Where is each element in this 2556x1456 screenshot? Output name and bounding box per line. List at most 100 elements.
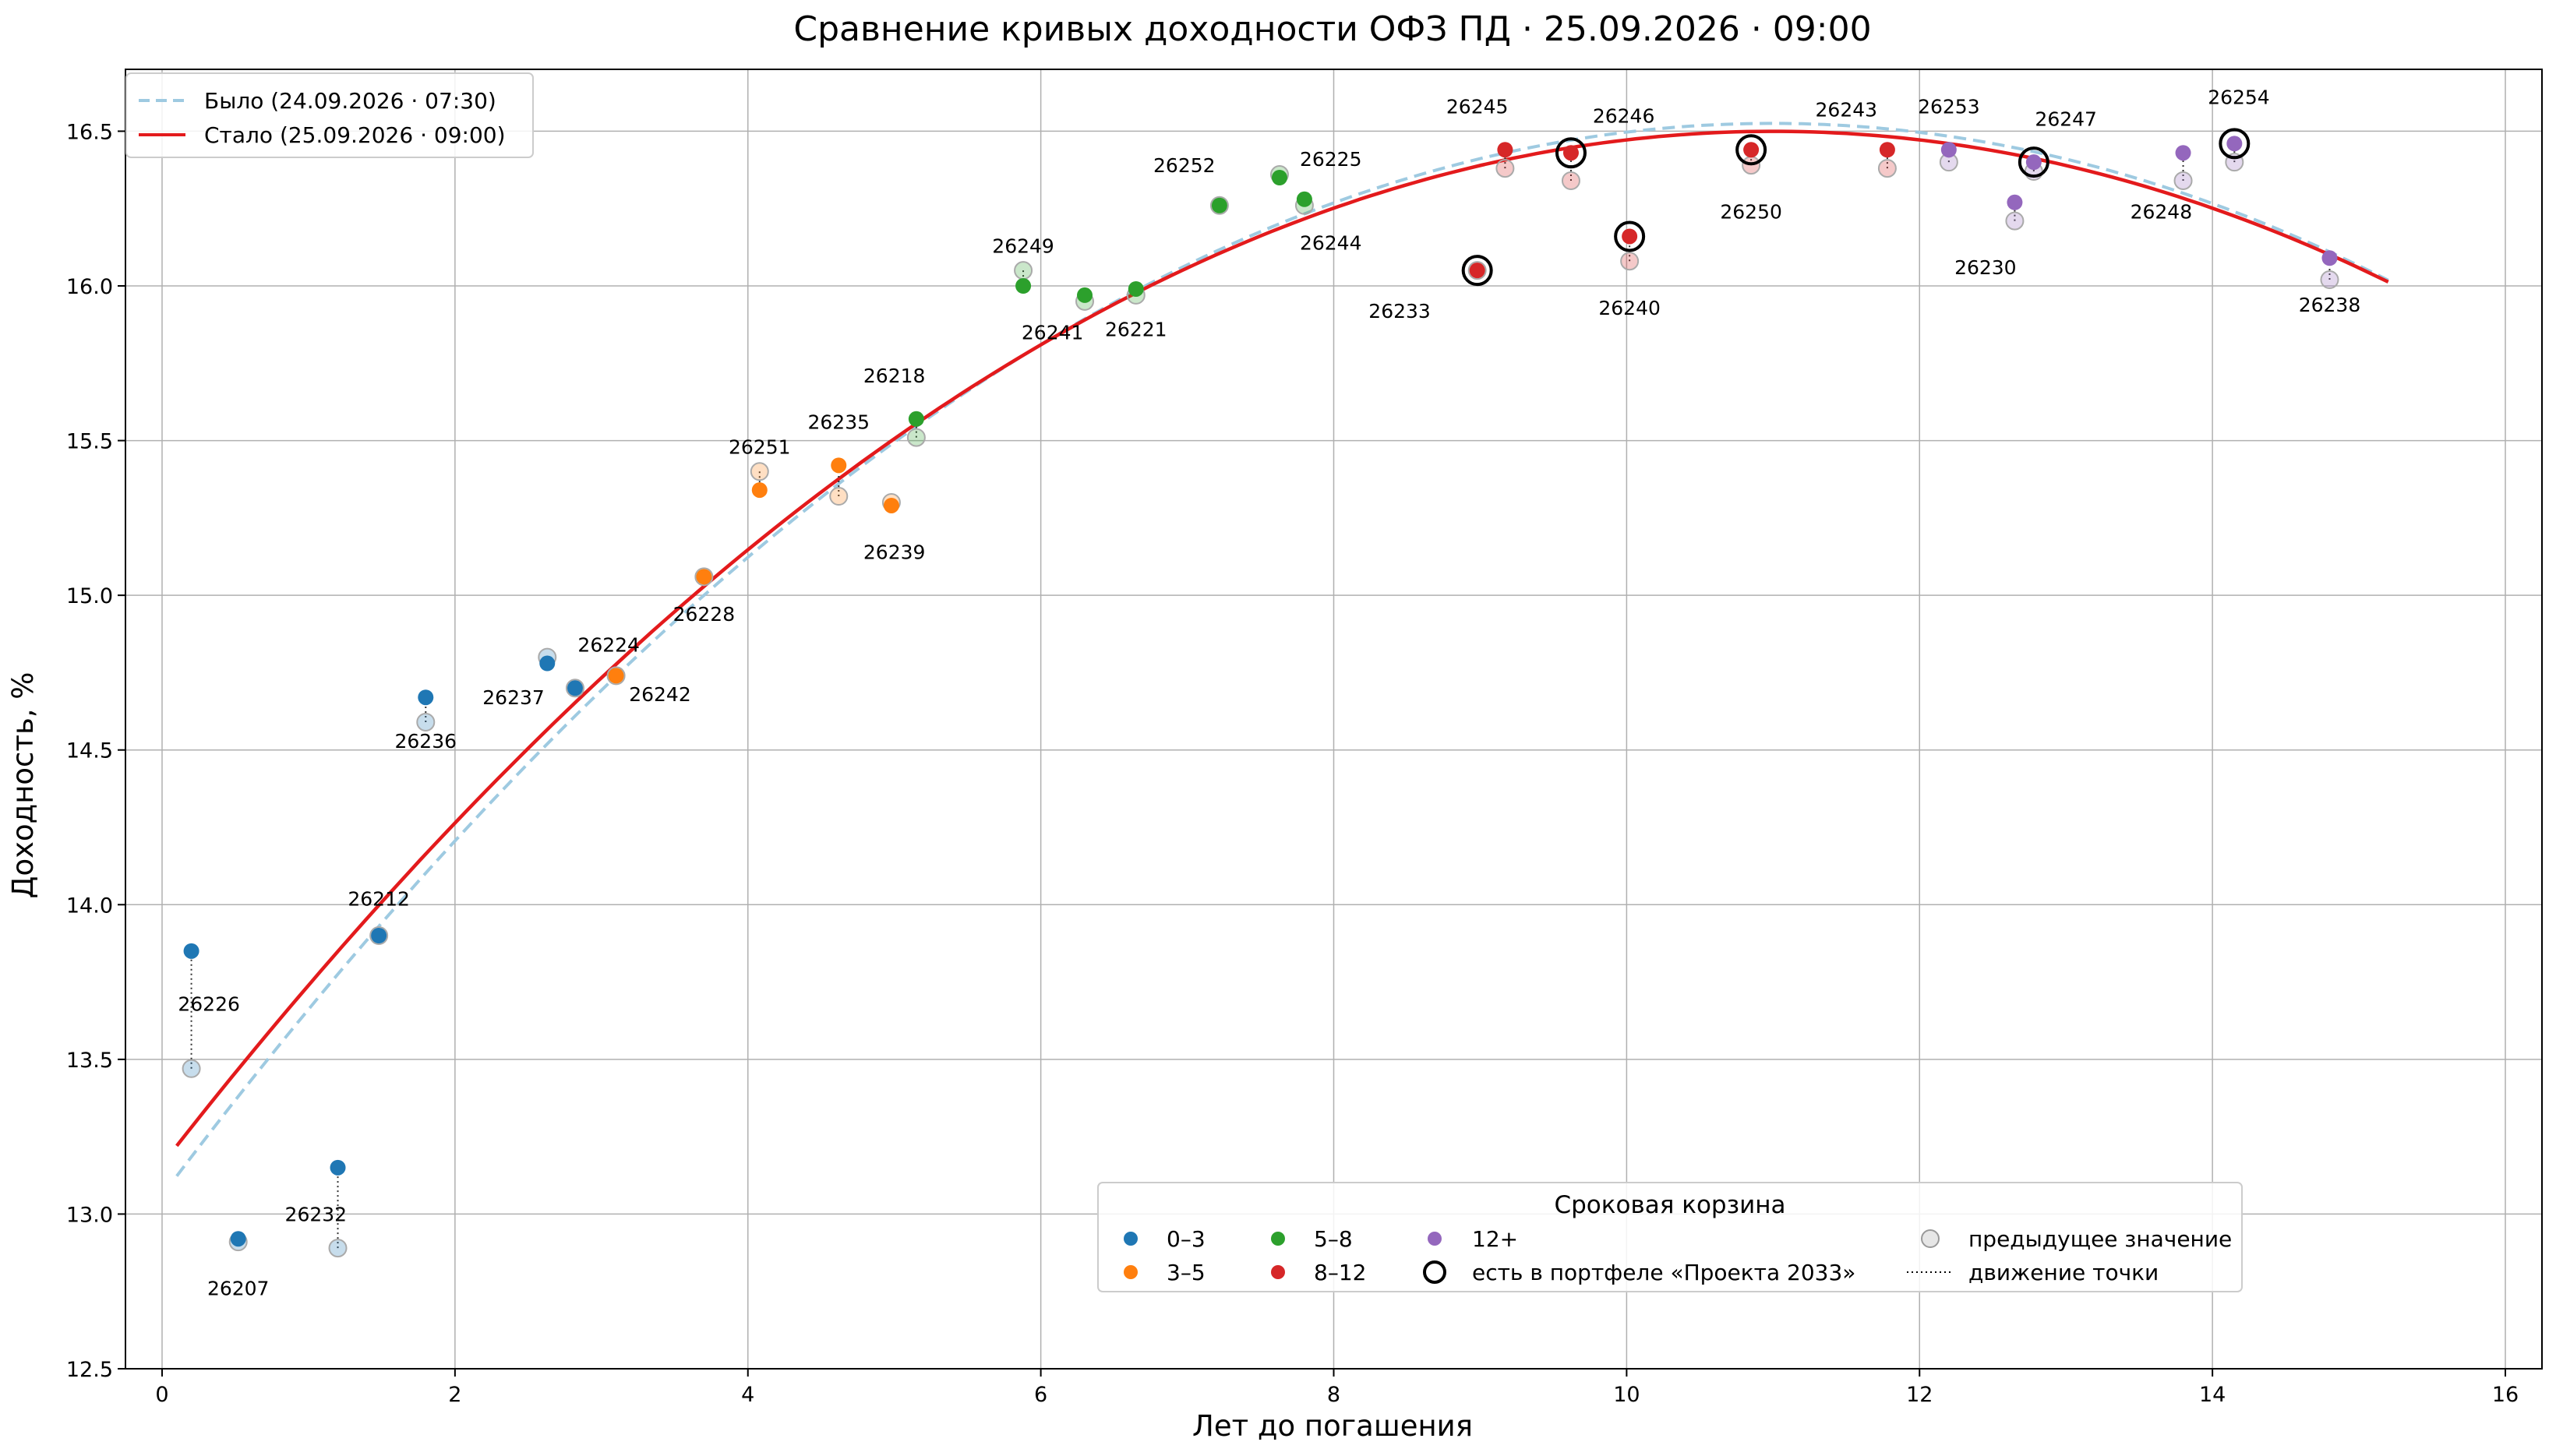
- point-label-26252: 26252: [1153, 154, 1216, 177]
- legend-bucket-3-label: 8–12: [1314, 1260, 1366, 1285]
- x-tick-label-3: 6: [1034, 1383, 1047, 1407]
- x-tick-label-8: 16: [2492, 1383, 2519, 1407]
- point-now-26245: [1497, 142, 1513, 158]
- x-tick-label-0: 0: [155, 1383, 168, 1407]
- point-now-26230: [2007, 194, 2023, 210]
- y-tick-label-1: 13.0: [66, 1203, 113, 1227]
- point-now-26221: [1128, 280, 1144, 297]
- point-label-26251: 26251: [729, 436, 791, 459]
- point-label-26212: 26212: [348, 887, 410, 910]
- legend-prev-label: предыдущее значение: [1968, 1226, 2232, 1252]
- point-label-26233: 26233: [1368, 300, 1431, 323]
- legend-portfolio-label: есть в портфеле «Проекта 2033»: [1472, 1260, 1855, 1285]
- point-label-26224: 26224: [577, 634, 640, 657]
- x-tick-label-2: 4: [741, 1383, 754, 1407]
- point-label-26237: 26237: [482, 686, 545, 709]
- point-now-26251: [751, 482, 768, 499]
- point-prev-26249: [1014, 261, 1033, 280]
- bucket-legend: Сроковая корзина 0–3 3–5 5–8 8–12 12+ ес…: [1097, 1182, 2243, 1292]
- x-tick-label-6: 12: [1906, 1383, 1933, 1407]
- legend-now-curve-label: Стало (25.09.2026 · 09:00): [204, 122, 506, 148]
- point-prev-26240: [1620, 252, 1640, 271]
- point-label-26221: 26221: [1105, 319, 1167, 341]
- curve-prev: [175, 122, 2389, 1177]
- point-label-26240: 26240: [1598, 297, 1661, 319]
- chart-title: Сравнение кривых доходности ОФЗ ПД · 25.…: [793, 9, 1871, 49]
- point-now-26241: [1077, 287, 1093, 303]
- bucket-legend-title: Сроковая корзина: [1554, 1191, 1785, 1219]
- curve-legend: Было (24.09.2026 · 07:30) Стало (25.09.2…: [125, 72, 534, 158]
- point-prev-26245: [1495, 159, 1515, 178]
- point-label-26246: 26246: [1593, 105, 1655, 128]
- legend-prev-curve-label: Было (24.09.2026 · 07:30): [204, 88, 496, 114]
- point-now-26243: [1879, 142, 1895, 158]
- point-now-26228: [696, 569, 712, 585]
- legend-prev-marker: [1921, 1229, 1940, 1248]
- portfolio-ring-26246: [1555, 137, 1587, 169]
- point-prev-26248: [2173, 171, 2193, 190]
- point-now-26248: [2175, 145, 2191, 161]
- point-now-26236: [418, 689, 434, 706]
- point-now-26237: [539, 655, 556, 672]
- point-now-26232: [330, 1159, 346, 1176]
- portfolio-ring-26233: [1461, 255, 1493, 287]
- point-now-26224: [567, 680, 583, 696]
- point-label-26239: 26239: [863, 541, 926, 564]
- point-label-26207: 26207: [207, 1278, 270, 1300]
- x-tick-label-1: 2: [448, 1383, 461, 1407]
- point-now-26239: [883, 497, 899, 513]
- x-axis-label: Лет до погашения: [1192, 1409, 1473, 1443]
- point-now-26235: [831, 457, 847, 474]
- y-tick-label-4: 14.5: [66, 739, 113, 763]
- point-now-26225: [1271, 170, 1287, 185]
- y-tick-label-5: 15.0: [66, 584, 113, 608]
- yield-curves: [175, 122, 2389, 1177]
- point-label-26248: 26248: [2131, 201, 2193, 224]
- legend-bucket-0-marker: [1124, 1232, 1138, 1246]
- portfolio-ring-26254: [2219, 128, 2251, 160]
- point-label-26254: 26254: [2208, 86, 2270, 109]
- point-now-26240: [1622, 228, 1638, 245]
- point-now-26254: [2226, 136, 2243, 152]
- point-now-26238: [2321, 250, 2338, 266]
- portfolio-ring-26247: [2018, 146, 2049, 178]
- y-tick-label-3: 14.0: [66, 894, 113, 918]
- plot-border: [125, 69, 2543, 1370]
- legend-bucket-0-label: 0–3: [1167, 1226, 1206, 1252]
- y-tick-label-6: 15.5: [66, 430, 113, 454]
- point-prev-26236: [416, 712, 436, 732]
- point-prev-26246: [1561, 171, 1580, 190]
- point-now-26252: [1211, 197, 1227, 213]
- point-now-26218: [908, 411, 924, 427]
- point-label-26249: 26249: [992, 234, 1054, 257]
- y-tick-label-0: 12.5: [66, 1358, 113, 1382]
- portfolio-ring-26250: [1735, 134, 1767, 166]
- x-axis-ticks: 0 2 4 6 8 10 12 14 16: [155, 1369, 2519, 1407]
- point-prev-26243: [1877, 159, 1897, 178]
- point-label-26247: 26247: [2035, 108, 2097, 131]
- portfolio-ring-26240: [1614, 220, 1646, 252]
- point-label-26236: 26236: [395, 730, 457, 753]
- bucket-legend-frame: [1097, 1182, 2243, 1292]
- point-label-26253: 26253: [1918, 96, 1980, 118]
- point-label-26226: 26226: [178, 992, 240, 1015]
- point-prev-26235: [829, 487, 849, 506]
- point-now-26244: [1296, 191, 1312, 207]
- point-label-26242: 26242: [629, 683, 691, 706]
- point-now-26233: [1469, 263, 1485, 279]
- legend-move-label: движение точки: [1968, 1260, 2159, 1285]
- x-tick-label-5: 10: [1613, 1383, 1640, 1407]
- point-now-26242: [608, 668, 624, 684]
- point-prev-26232: [328, 1239, 348, 1258]
- curve-now: [175, 129, 2389, 1148]
- bond-points: 26226 26207 26232 26212 26236 26237 26224 26242…: [178, 86, 2360, 1300]
- point-prev-26226: [182, 1059, 201, 1078]
- legend-bucket-4-marker: [1428, 1232, 1442, 1246]
- point-label-26241: 26241: [1022, 322, 1084, 344]
- point-now-26207: [230, 1231, 246, 1247]
- y-tick-label-2: 13.5: [66, 1049, 113, 1073]
- y-tick-label-7: 16.0: [66, 275, 113, 299]
- legend-bucket-3-marker: [1271, 1265, 1285, 1279]
- curve-legend-frame: [125, 72, 534, 158]
